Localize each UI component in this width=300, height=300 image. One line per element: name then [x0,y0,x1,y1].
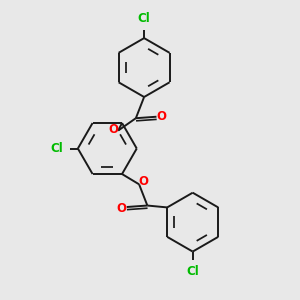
Text: O: O [157,110,167,123]
Text: O: O [109,123,118,136]
Text: Cl: Cl [138,12,151,25]
Text: Cl: Cl [50,142,63,155]
Text: Cl: Cl [186,265,199,278]
Text: O: O [139,175,148,188]
Text: O: O [116,202,126,215]
